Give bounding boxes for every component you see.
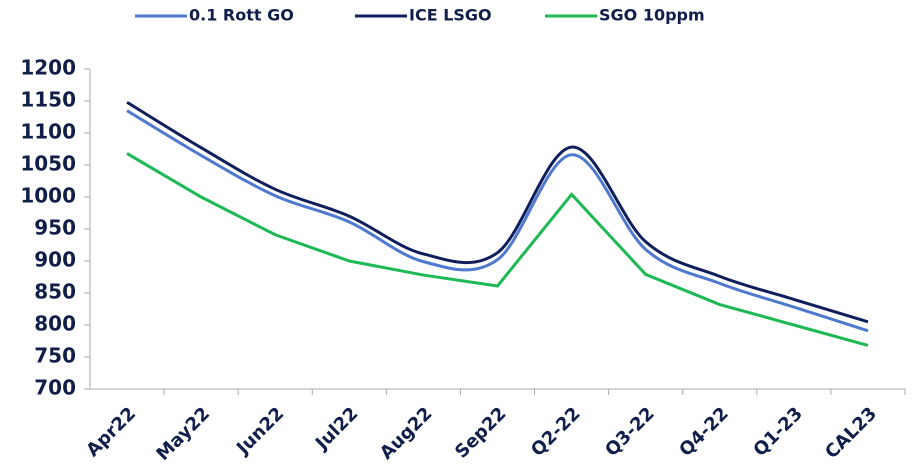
y-tick-label: 900 — [34, 248, 76, 272]
x-tick-label: Jun22 — [231, 403, 288, 460]
y-tick-label: 750 — [34, 344, 76, 368]
y-tick-label: 1000 — [20, 184, 76, 208]
y-tick-label: 800 — [34, 312, 76, 336]
series-line — [126, 101, 869, 324]
series-line — [126, 152, 869, 347]
x-tick-label: Sep22 — [451, 403, 510, 462]
x-tick-label: Jul22 — [310, 403, 362, 455]
y-tick-label: 700 — [34, 376, 76, 400]
y-tick-label: 1200 — [20, 56, 76, 80]
y-tick-label: 1100 — [20, 120, 76, 144]
y-tick-label: 1150 — [20, 88, 76, 112]
x-tick-label: May22 — [152, 403, 214, 465]
series-line — [126, 109, 869, 333]
legend-label: SGO 10ppm — [599, 6, 705, 25]
y-tick-label: 950 — [34, 216, 76, 240]
x-tick-label: Q4-22 — [675, 403, 733, 461]
legend-label: 0.1 Rott GO — [189, 6, 294, 25]
x-tick-label: Q1-23 — [749, 403, 807, 461]
y-tick-label: 850 — [34, 280, 76, 304]
x-tick-label: CAL23 — [821, 403, 881, 463]
x-tick-label: Aug22 — [376, 403, 437, 464]
legend-label: ICE LSGO — [409, 6, 492, 25]
x-tick-label: Q2-22 — [527, 403, 585, 461]
y-tick-label: 1050 — [20, 152, 76, 176]
x-tick-label: Q3-22 — [601, 403, 659, 461]
x-tick-label: Apr22 — [82, 403, 140, 461]
